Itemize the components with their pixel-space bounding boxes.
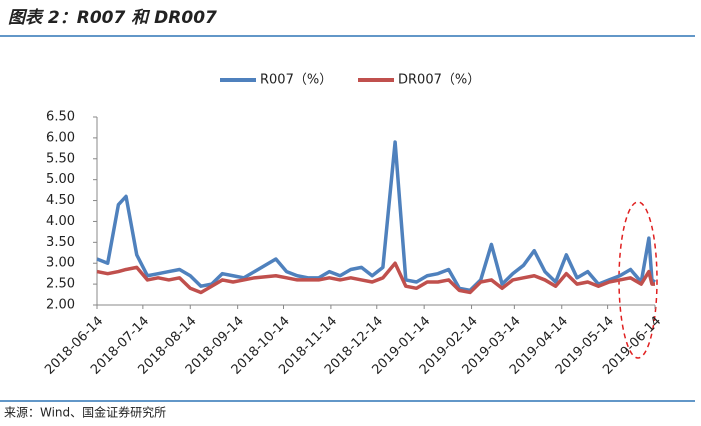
- legend-label: DR007（%）: [398, 73, 480, 88]
- y-tick-label: 4.00: [46, 214, 75, 229]
- y-tick-label: 5.50: [46, 151, 75, 166]
- line: [96, 140, 656, 293]
- legend-label: R007（%）: [260, 73, 332, 88]
- y-tick-label: 6.00: [46, 130, 75, 145]
- line: [96, 261, 655, 295]
- y-tick-label: 5.00: [46, 172, 75, 187]
- y-tick-label: 3.50: [46, 235, 75, 250]
- chart-title: 图表 2：R007 和 DR007: [8, 8, 217, 28]
- y-tick-label: 2.00: [46, 298, 75, 313]
- y-tick-label: 2.50: [46, 277, 75, 292]
- y-tick-label: 6.50: [46, 110, 75, 125]
- y-tick-label: 3.00: [46, 256, 75, 271]
- y-tick-label: 4.50: [46, 193, 75, 208]
- source: 来源：Wind、国金证券研究所: [4, 405, 166, 420]
